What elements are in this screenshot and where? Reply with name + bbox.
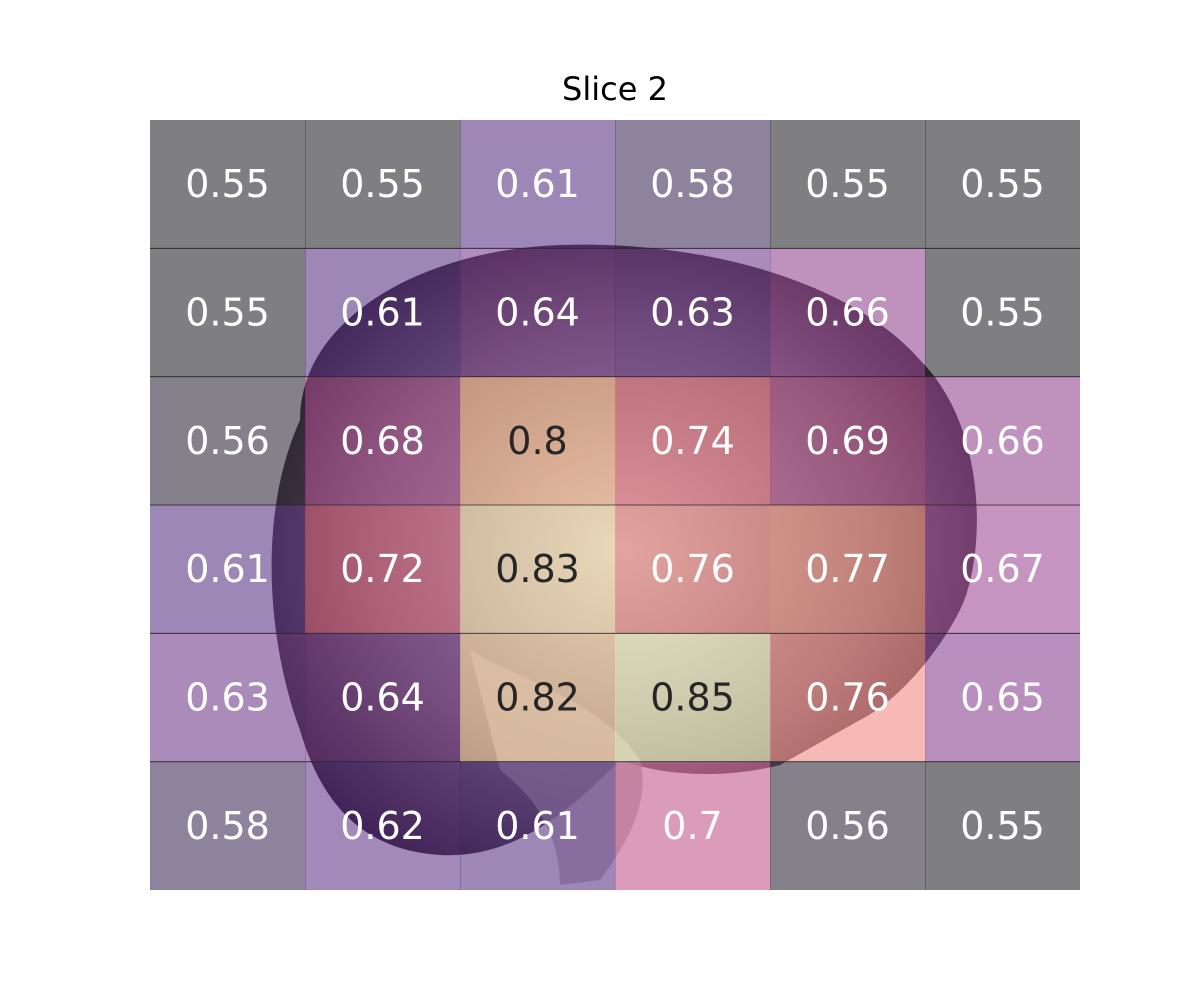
heatmap-cell-r1-c3 [615,248,771,378]
cell-label-r0-c0: 0.55 [185,162,270,206]
cell-label-r5-c2: 0.61 [495,804,580,848]
heatmap-cell-r5-c5 [925,761,1080,890]
cell-label-r1-c1: 0.61 [340,291,425,335]
heatmap-cell-r2-c1 [305,376,461,506]
cell-label-r1-c3: 0.63 [650,291,735,335]
chart-title: Slice 2 [562,70,668,108]
heatmap-cell-r2-c2 [460,376,616,506]
heatmap-cell-r2-c5 [925,376,1080,506]
cell-label-r3-c2: 0.83 [495,547,580,591]
cell-label-r3-c4: 0.77 [805,547,890,591]
cell-label-r1-c5: 0.55 [960,291,1045,335]
cell-label-r3-c3: 0.76 [650,547,735,591]
cell-label-r1-c4: 0.66 [805,291,890,335]
heatmap-cell-r1-c2 [460,248,616,378]
cell-label-r1-c0: 0.55 [185,291,270,335]
heatmap-cell-r4-c2 [460,633,616,763]
cell-label-r5-c4: 0.56 [805,804,890,848]
gridlines [150,247,1080,763]
cell-label-r5-c5: 0.55 [960,804,1045,848]
heatmap-cell-r0-c5 [925,120,1080,249]
heatmap-cell-r5-c2 [460,761,616,890]
heatmap-cell-r5-c4 [770,761,926,890]
cell-label-r0-c5: 0.55 [960,162,1045,206]
heatmap-cell-r3-c1 [305,505,461,634]
heatmap-cell-r2-c4 [770,376,926,506]
cell-label-r4-c4: 0.76 [805,676,890,720]
heatmap-cell-r0-c0 [150,120,306,249]
heatmap-cell-r4-c0 [150,633,306,763]
heatmap-cell-r3-c5 [925,505,1080,634]
heatmap-cell-r1-c4 [770,248,926,378]
heatmap-cell-r0-c4 [770,120,926,249]
cell-label-r2-c3: 0.74 [650,419,735,463]
cell-label-r4-c0: 0.63 [185,676,270,720]
heatmap-cell-r4-c3 [615,633,771,763]
heatmap-cell-r5-c3 [615,761,771,890]
heatmap-cell-r3-c3 [615,505,771,634]
cell-label-r0-c4: 0.55 [805,162,890,206]
heatmap-cell-r3-c2 [460,505,616,634]
cell-label-r1-c2: 0.64 [495,291,580,335]
cell-label-r2-c1: 0.68 [340,419,425,463]
heatmap-cell-r2-c0 [150,376,306,506]
heatmap-cell-r1-c0 [150,248,306,378]
heatmap-cell-r5-c0 [150,761,306,890]
cell-label-r3-c0: 0.61 [185,547,270,591]
heatmap-cell-r1-c1 [305,248,461,378]
cell-label-r5-c3: 0.7 [662,804,722,848]
heatmap-cell-r4-c4 [770,633,926,763]
cell-label-r5-c0: 0.58 [185,804,270,848]
heatmap-cell-r4-c5 [925,633,1080,763]
heatmap-cell-r5-c1 [305,761,461,890]
heatmap-cell-r0-c2 [460,120,616,249]
heatmap-cell-r3-c4 [770,505,926,634]
heatmap-cell-r4-c1 [305,633,461,763]
cell-label-r0-c3: 0.58 [650,162,735,206]
cell-label-r3-c5: 0.67 [960,547,1045,591]
heatmap-cell-r3-c0 [150,505,306,634]
cell-label-r0-c1: 0.55 [340,162,425,206]
cell-label-r4-c3: 0.85 [650,676,735,720]
heatmap-cell-r0-c1 [305,120,461,249]
cell-label-r4-c2: 0.82 [495,676,580,720]
cell-label-r2-c2: 0.8 [507,419,567,463]
heatmap-cell-r1-c5 [925,248,1080,378]
heatmap-cell-r2-c3 [615,376,771,506]
cell-label-r4-c1: 0.64 [340,676,425,720]
cell-label-r2-c0: 0.56 [185,419,270,463]
cell-label-r0-c2: 0.61 [495,162,580,206]
cell-label-r3-c1: 0.72 [340,547,425,591]
cell-label-r2-c5: 0.66 [960,419,1045,463]
cell-label-r4-c5: 0.65 [960,676,1045,720]
cell-label-r2-c4: 0.69 [805,419,890,463]
heatmap-cell-r0-c3 [615,120,771,249]
cell-label-r5-c1: 0.62 [340,804,425,848]
